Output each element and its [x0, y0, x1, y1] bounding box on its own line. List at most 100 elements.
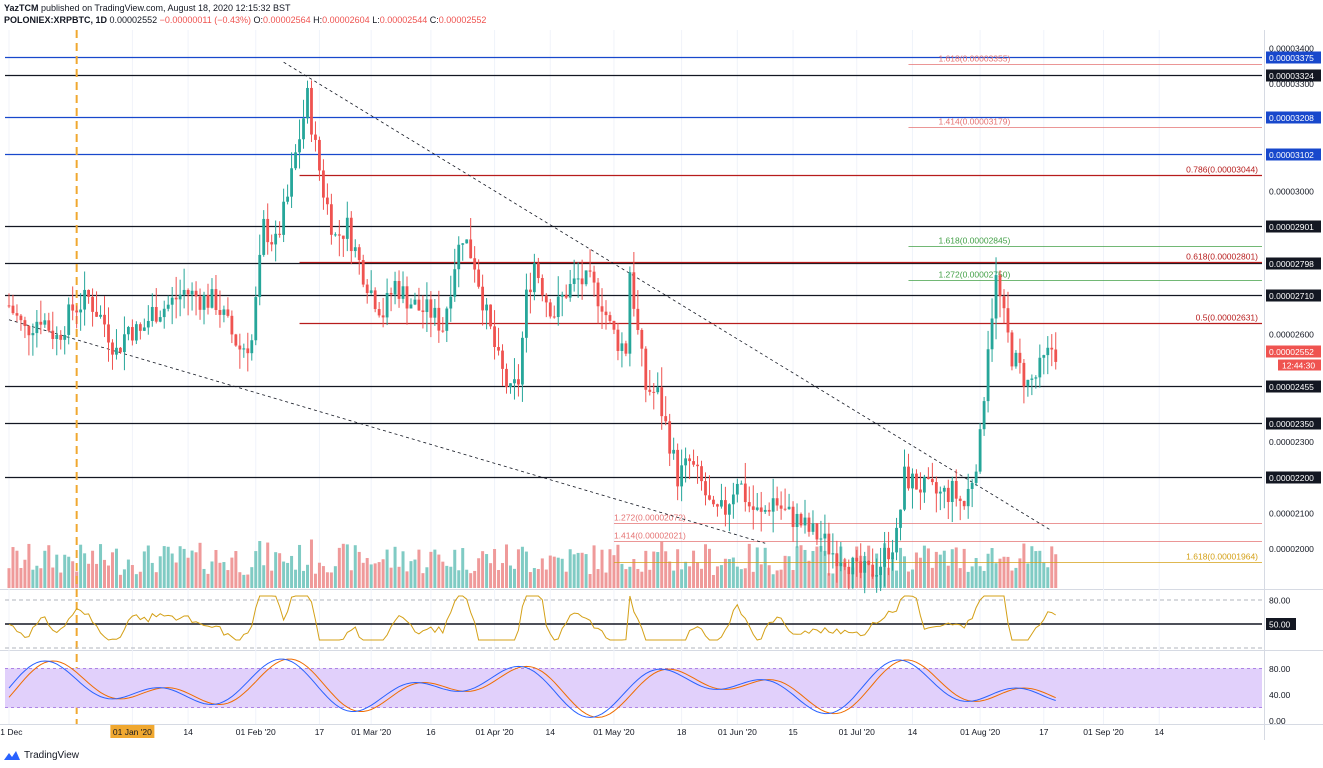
volume-bar	[134, 574, 138, 588]
volume-bar	[35, 565, 39, 588]
candle-body	[294, 152, 297, 169]
volume-bar	[433, 549, 437, 588]
candle-body	[39, 321, 43, 325]
volume-bar	[353, 545, 357, 588]
candle-body	[1026, 379, 1030, 387]
candle-body	[827, 533, 831, 555]
candle-body	[970, 482, 974, 489]
candle-body	[322, 170, 325, 198]
volume-bar	[79, 544, 83, 588]
volume-bar	[453, 549, 457, 588]
level-label-bg	[1266, 111, 1321, 124]
volume-bar	[632, 558, 636, 588]
volume-bar	[994, 563, 998, 588]
time-tick-label: 18	[677, 727, 687, 737]
candle-body	[493, 326, 496, 348]
volume-bar	[166, 546, 170, 588]
price-axis: 0.00003375 0.00003324 0.00003208 0.00003102…	[1266, 43, 1321, 554]
time-tick-label: 14	[183, 727, 193, 737]
candle-body	[1046, 347, 1050, 356]
rsi-line	[8, 595, 1056, 641]
volume-bar	[162, 546, 166, 588]
candle-body	[35, 321, 39, 334]
candle-body	[218, 309, 222, 315]
volume-bar	[572, 554, 576, 588]
volume-bar	[469, 573, 473, 588]
volume-bar	[254, 551, 258, 588]
volume-bar	[1010, 570, 1014, 588]
volume-bar	[290, 555, 294, 588]
volume-bar	[214, 549, 218, 588]
candle-body	[266, 218, 270, 243]
candle-body	[919, 489, 922, 493]
volume-bar	[15, 550, 19, 588]
candle-body	[59, 334, 63, 340]
candle-body	[138, 324, 142, 331]
publish-info-text: published on TradingView.com, August 18,…	[41, 3, 291, 13]
volume-bar	[548, 555, 552, 588]
symbol-label[interactable]: POLONIEX:XRPBTC, 1D	[4, 15, 108, 25]
volume-bar	[899, 547, 903, 588]
volume-bar	[95, 563, 99, 588]
volume-bar	[664, 551, 668, 588]
candle-body	[365, 284, 369, 293]
candle-body	[341, 235, 345, 239]
candle-body	[1038, 357, 1042, 378]
candle-body	[497, 347, 500, 351]
candle-body	[425, 299, 429, 313]
candle-body	[716, 504, 719, 507]
volume-bar	[731, 557, 735, 588]
candle-body	[186, 289, 190, 295]
candle-body	[123, 334, 126, 353]
candle-body	[71, 304, 75, 311]
candle-body	[708, 495, 711, 500]
level-label-bg	[1266, 471, 1321, 484]
volume-bar	[477, 558, 481, 588]
volume-bar	[1034, 551, 1038, 588]
candle-body	[517, 379, 520, 385]
candle-body	[75, 310, 79, 313]
price-change: −0.00000011 (−0.43%)	[159, 15, 252, 25]
volume-bar	[501, 563, 505, 588]
candle-body	[389, 292, 393, 295]
volume-bar	[222, 562, 226, 588]
volume-bar	[27, 543, 31, 588]
volume-bar	[19, 567, 23, 588]
volume-bar	[497, 569, 501, 588]
candle-body	[564, 294, 568, 298]
volume-bar	[118, 574, 122, 588]
candle-body	[735, 483, 739, 495]
volume-bar	[914, 552, 918, 588]
volume-bar	[71, 561, 75, 588]
volume-bar	[779, 569, 783, 588]
volume-bar	[532, 568, 536, 588]
volume-bar	[262, 565, 266, 588]
volume-bar	[612, 555, 616, 588]
author-name[interactable]: YazTCM	[4, 3, 39, 13]
brand-name[interactable]: TradingView	[24, 750, 80, 761]
candles	[7, 80, 1058, 594]
volume-bar	[640, 571, 644, 588]
candle-body	[477, 269, 481, 287]
volume-bar	[668, 561, 672, 588]
volume-bar	[803, 549, 807, 588]
time-tick-label: 17	[315, 727, 325, 737]
volume-bar	[903, 556, 906, 588]
volume-bar	[910, 569, 914, 588]
volume-bar	[31, 569, 35, 588]
volume-bar	[154, 572, 158, 588]
candle-body	[731, 494, 735, 505]
volume-bar	[230, 557, 234, 588]
volume-bar	[990, 548, 994, 588]
volume-bar	[226, 570, 230, 588]
volume-bar	[489, 563, 493, 588]
fib-label: 0.5(0.00002631)	[1196, 313, 1259, 323]
time-tick-label: 01 Mar '20	[351, 727, 391, 737]
candle-body	[178, 294, 182, 300]
volume-bar	[174, 562, 178, 588]
candle-body	[457, 244, 461, 270]
candle-body	[461, 243, 465, 245]
candle-body	[345, 217, 349, 239]
candle-body	[198, 296, 202, 310]
